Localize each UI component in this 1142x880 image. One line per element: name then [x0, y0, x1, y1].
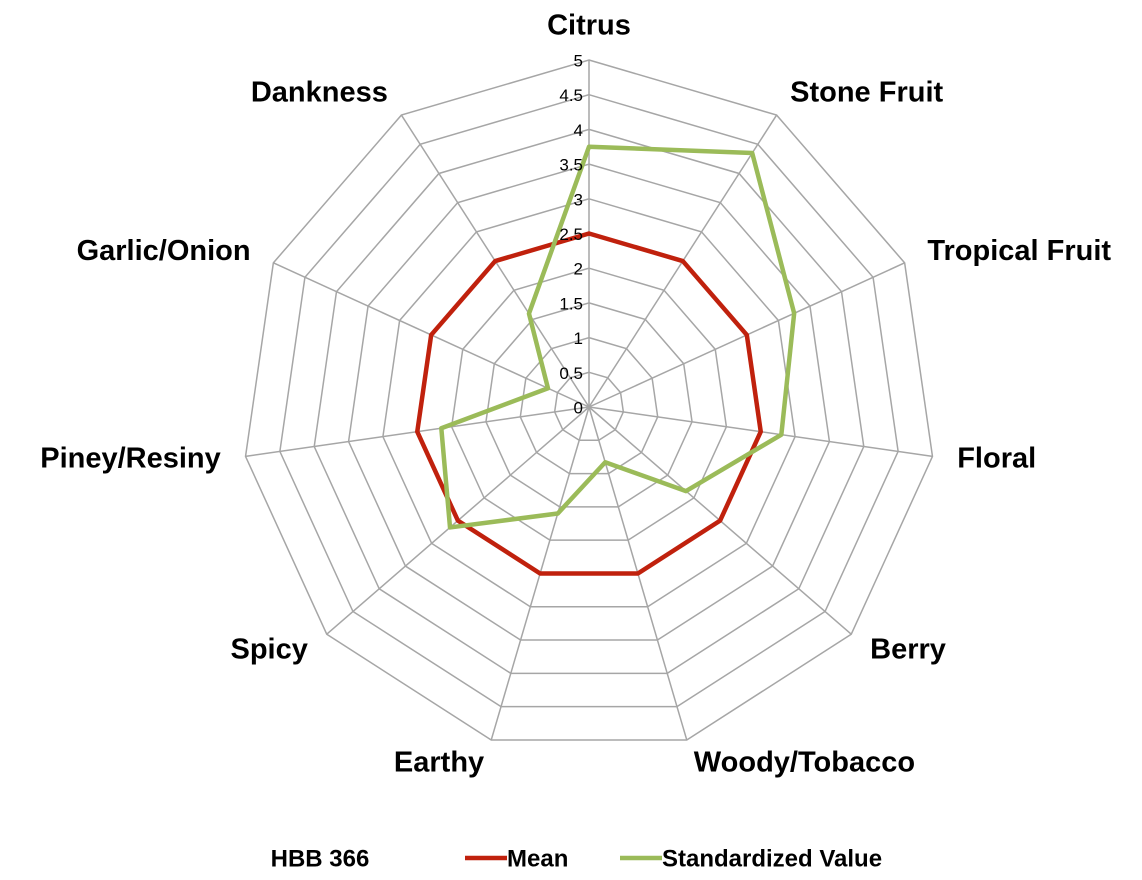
legend-label: Standardized Value — [662, 845, 882, 872]
category-label: Stone Fruit — [790, 77, 943, 109]
tick-label: 2 — [574, 260, 583, 279]
category-label: Woody/Tobacco — [694, 747, 915, 779]
grid-ring — [313, 128, 865, 675]
category-label: Tropical Fruit — [927, 235, 1111, 267]
legend-title: HBB 366 — [271, 845, 370, 872]
series-line — [439, 144, 797, 530]
category-label: Berry — [870, 633, 946, 665]
tick-label: 1.5 — [559, 294, 583, 313]
grid-ring — [347, 163, 831, 641]
tick-label: 5 — [574, 51, 583, 70]
grid-ring — [553, 371, 625, 442]
category-label: Garlic/Onion — [77, 235, 251, 267]
tick-label: 0 — [574, 398, 583, 417]
grid-ring — [519, 336, 659, 475]
tick-label: 4.5 — [559, 86, 583, 105]
tick-label: 0.5 — [559, 364, 583, 383]
tick-label: 3 — [574, 190, 583, 209]
grid-ring — [244, 59, 934, 741]
tick-label: 1 — [574, 329, 583, 348]
tick-label: 2.5 — [559, 225, 583, 244]
tick-label: 4 — [574, 121, 583, 140]
grid-ring — [382, 198, 796, 608]
category-label: Spicy — [230, 633, 307, 665]
category-label: Floral — [957, 443, 1036, 475]
legend-label: Mean — [507, 845, 568, 872]
tick-label: 3.5 — [559, 156, 583, 175]
category-label: Citrus — [547, 10, 631, 42]
grid-ring — [450, 267, 728, 541]
grid — [244, 59, 934, 741]
grid-ring — [279, 93, 899, 708]
plot — [415, 144, 797, 576]
category-label: Piney/Resiny — [40, 443, 221, 475]
series-line — [415, 231, 763, 576]
grid-ring — [485, 302, 693, 508]
category-label: Dankness — [251, 77, 388, 109]
category-label: Earthy — [394, 747, 484, 779]
